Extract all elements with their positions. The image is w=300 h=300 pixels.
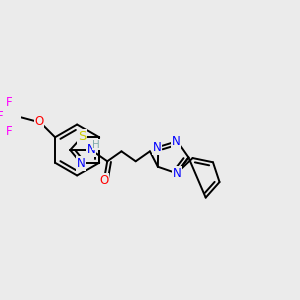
Text: H: H bbox=[92, 140, 100, 150]
Text: O: O bbox=[34, 115, 44, 128]
Text: S: S bbox=[78, 130, 86, 143]
Text: N: N bbox=[172, 135, 181, 148]
Text: N: N bbox=[87, 143, 95, 156]
Text: N: N bbox=[153, 141, 162, 154]
Text: O: O bbox=[99, 174, 108, 187]
Text: N: N bbox=[76, 157, 85, 170]
Text: F: F bbox=[0, 110, 4, 123]
Text: N: N bbox=[173, 167, 182, 180]
Text: F: F bbox=[6, 125, 12, 138]
Text: F: F bbox=[6, 96, 12, 109]
